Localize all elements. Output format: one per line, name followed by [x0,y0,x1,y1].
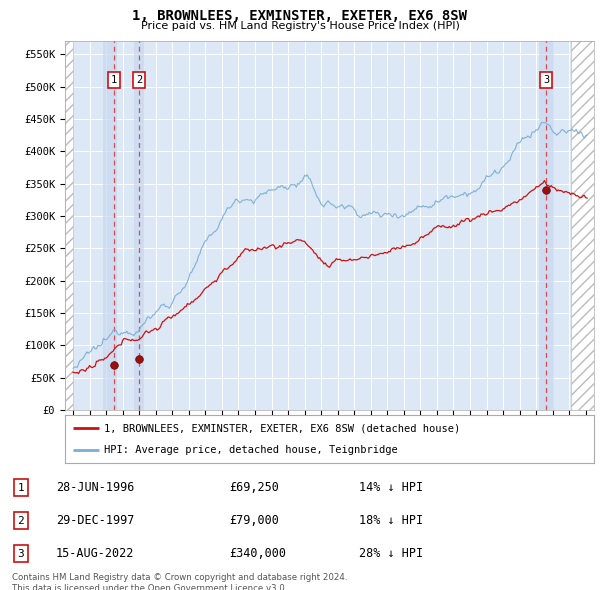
Text: 1: 1 [111,75,118,85]
Text: 29-DEC-1997: 29-DEC-1997 [56,514,134,527]
Text: 1, BROWNLEES, EXMINSTER, EXETER, EX6 8SW (detached house): 1, BROWNLEES, EXMINSTER, EXETER, EX6 8SW… [104,423,461,433]
Text: 3: 3 [17,549,24,559]
Text: 2: 2 [17,516,24,526]
Text: 2: 2 [136,75,142,85]
Text: 14% ↓ HPI: 14% ↓ HPI [359,481,423,494]
Text: 1: 1 [17,483,24,493]
Text: HPI: Average price, detached house, Teignbridge: HPI: Average price, detached house, Teig… [104,445,398,455]
Text: £340,000: £340,000 [229,547,286,560]
Text: 28-JUN-1996: 28-JUN-1996 [56,481,134,494]
Text: £79,000: £79,000 [229,514,280,527]
Text: £69,250: £69,250 [229,481,280,494]
Bar [65,41,73,410]
Text: 18% ↓ HPI: 18% ↓ HPI [359,514,423,527]
Bar [134,41,144,410]
Text: 15-AUG-2022: 15-AUG-2022 [56,547,134,560]
Text: 1, BROWNLEES, EXMINSTER, EXETER, EX6 8SW: 1, BROWNLEES, EXMINSTER, EXETER, EX6 8SW [133,9,467,23]
Text: Contains HM Land Registry data © Crown copyright and database right 2024.
This d: Contains HM Land Registry data © Crown c… [12,573,347,590]
Text: 28% ↓ HPI: 28% ↓ HPI [359,547,423,560]
Bar [571,41,594,410]
Text: 3: 3 [543,75,550,85]
Bar [103,41,117,410]
Text: Price paid vs. HM Land Registry's House Price Index (HPI): Price paid vs. HM Land Registry's House … [140,21,460,31]
Bar [539,41,554,410]
